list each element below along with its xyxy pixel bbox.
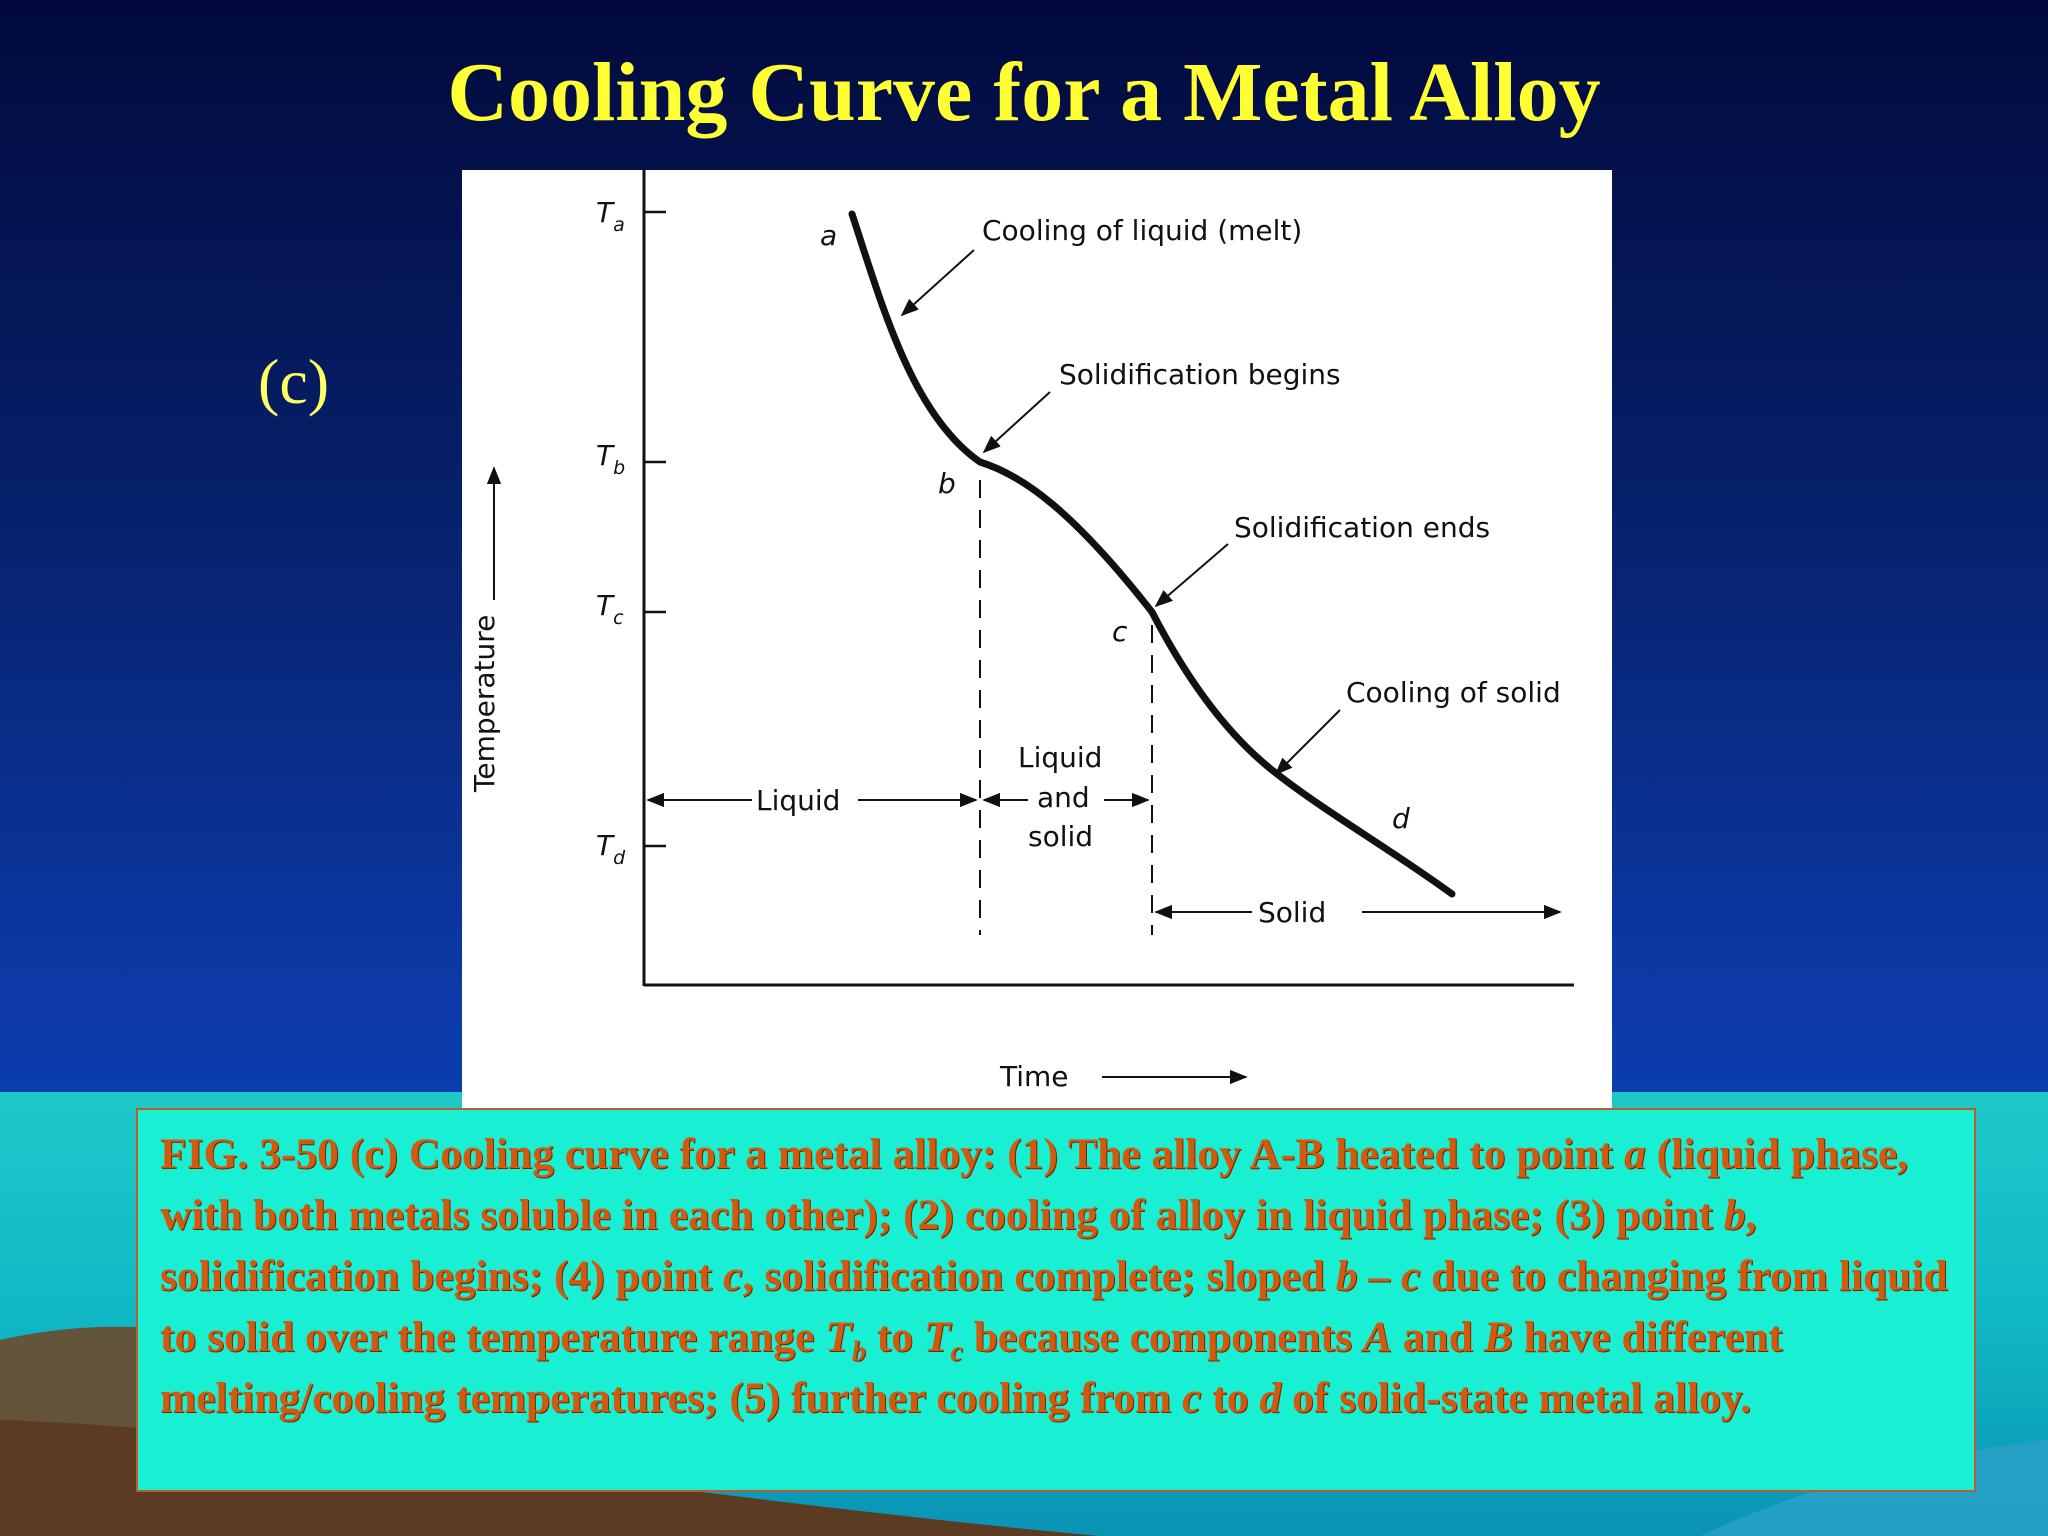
- y-axis-label: Temperature: [468, 615, 501, 793]
- panel-label: (c): [258, 346, 330, 417]
- annotation-arrow-solidification-begins: [982, 391, 1051, 454]
- annotation-cooling-solid: Cooling of solid: [1346, 676, 1561, 709]
- cooling-curve: [848, 210, 1456, 898]
- point-label-d: d: [1392, 802, 1410, 835]
- tick-label-tc: Tc: [596, 589, 624, 629]
- region-liquid-solid-label-2: and: [1037, 781, 1090, 814]
- tick-label-td: Td: [596, 829, 626, 869]
- region-liquid-solid-label-1: Liquid: [1018, 741, 1102, 774]
- cooling-curve-svg: Ta Tb Tc Td Temperature Time a b c d: [468, 170, 1574, 1093]
- annotation-solidification-begins: Solidification begins: [1059, 358, 1341, 391]
- figure-caption: FIG. 3-50 (c) Cooling curve for a metal …: [160, 1130, 1948, 1422]
- cooling-curve-figure: Ta Tb Tc Td Temperature Time a b c d: [462, 170, 1612, 1110]
- caption-box: FIG. 3-50 (c) Cooling curve for a metal …: [136, 1108, 1976, 1492]
- annotation-arrow-cooling-liquid: [900, 249, 975, 317]
- annotation-arrow-solidification-ends: [1154, 543, 1229, 608]
- region-liquid-label: Liquid: [756, 784, 840, 817]
- region-solid-label: Solid: [1258, 896, 1326, 929]
- annotation-cooling-liquid: Cooling of liquid (melt): [982, 214, 1302, 247]
- tick-label-tb: Tb: [596, 439, 625, 479]
- slide-title: Cooling Curve for a Metal Alloy: [447, 46, 1601, 139]
- point-label-a: a: [820, 219, 837, 252]
- point-label-c: c: [1112, 615, 1128, 648]
- annotation-arrow-cooling-solid: [1274, 709, 1341, 776]
- region-liquid-solid-label-3: solid: [1028, 820, 1093, 853]
- point-label-b: b: [938, 467, 956, 500]
- annotation-solidification-ends: Solidification ends: [1234, 511, 1490, 544]
- x-axis-label: Time: [999, 1060, 1069, 1093]
- tick-label-ta: Ta: [596, 196, 625, 236]
